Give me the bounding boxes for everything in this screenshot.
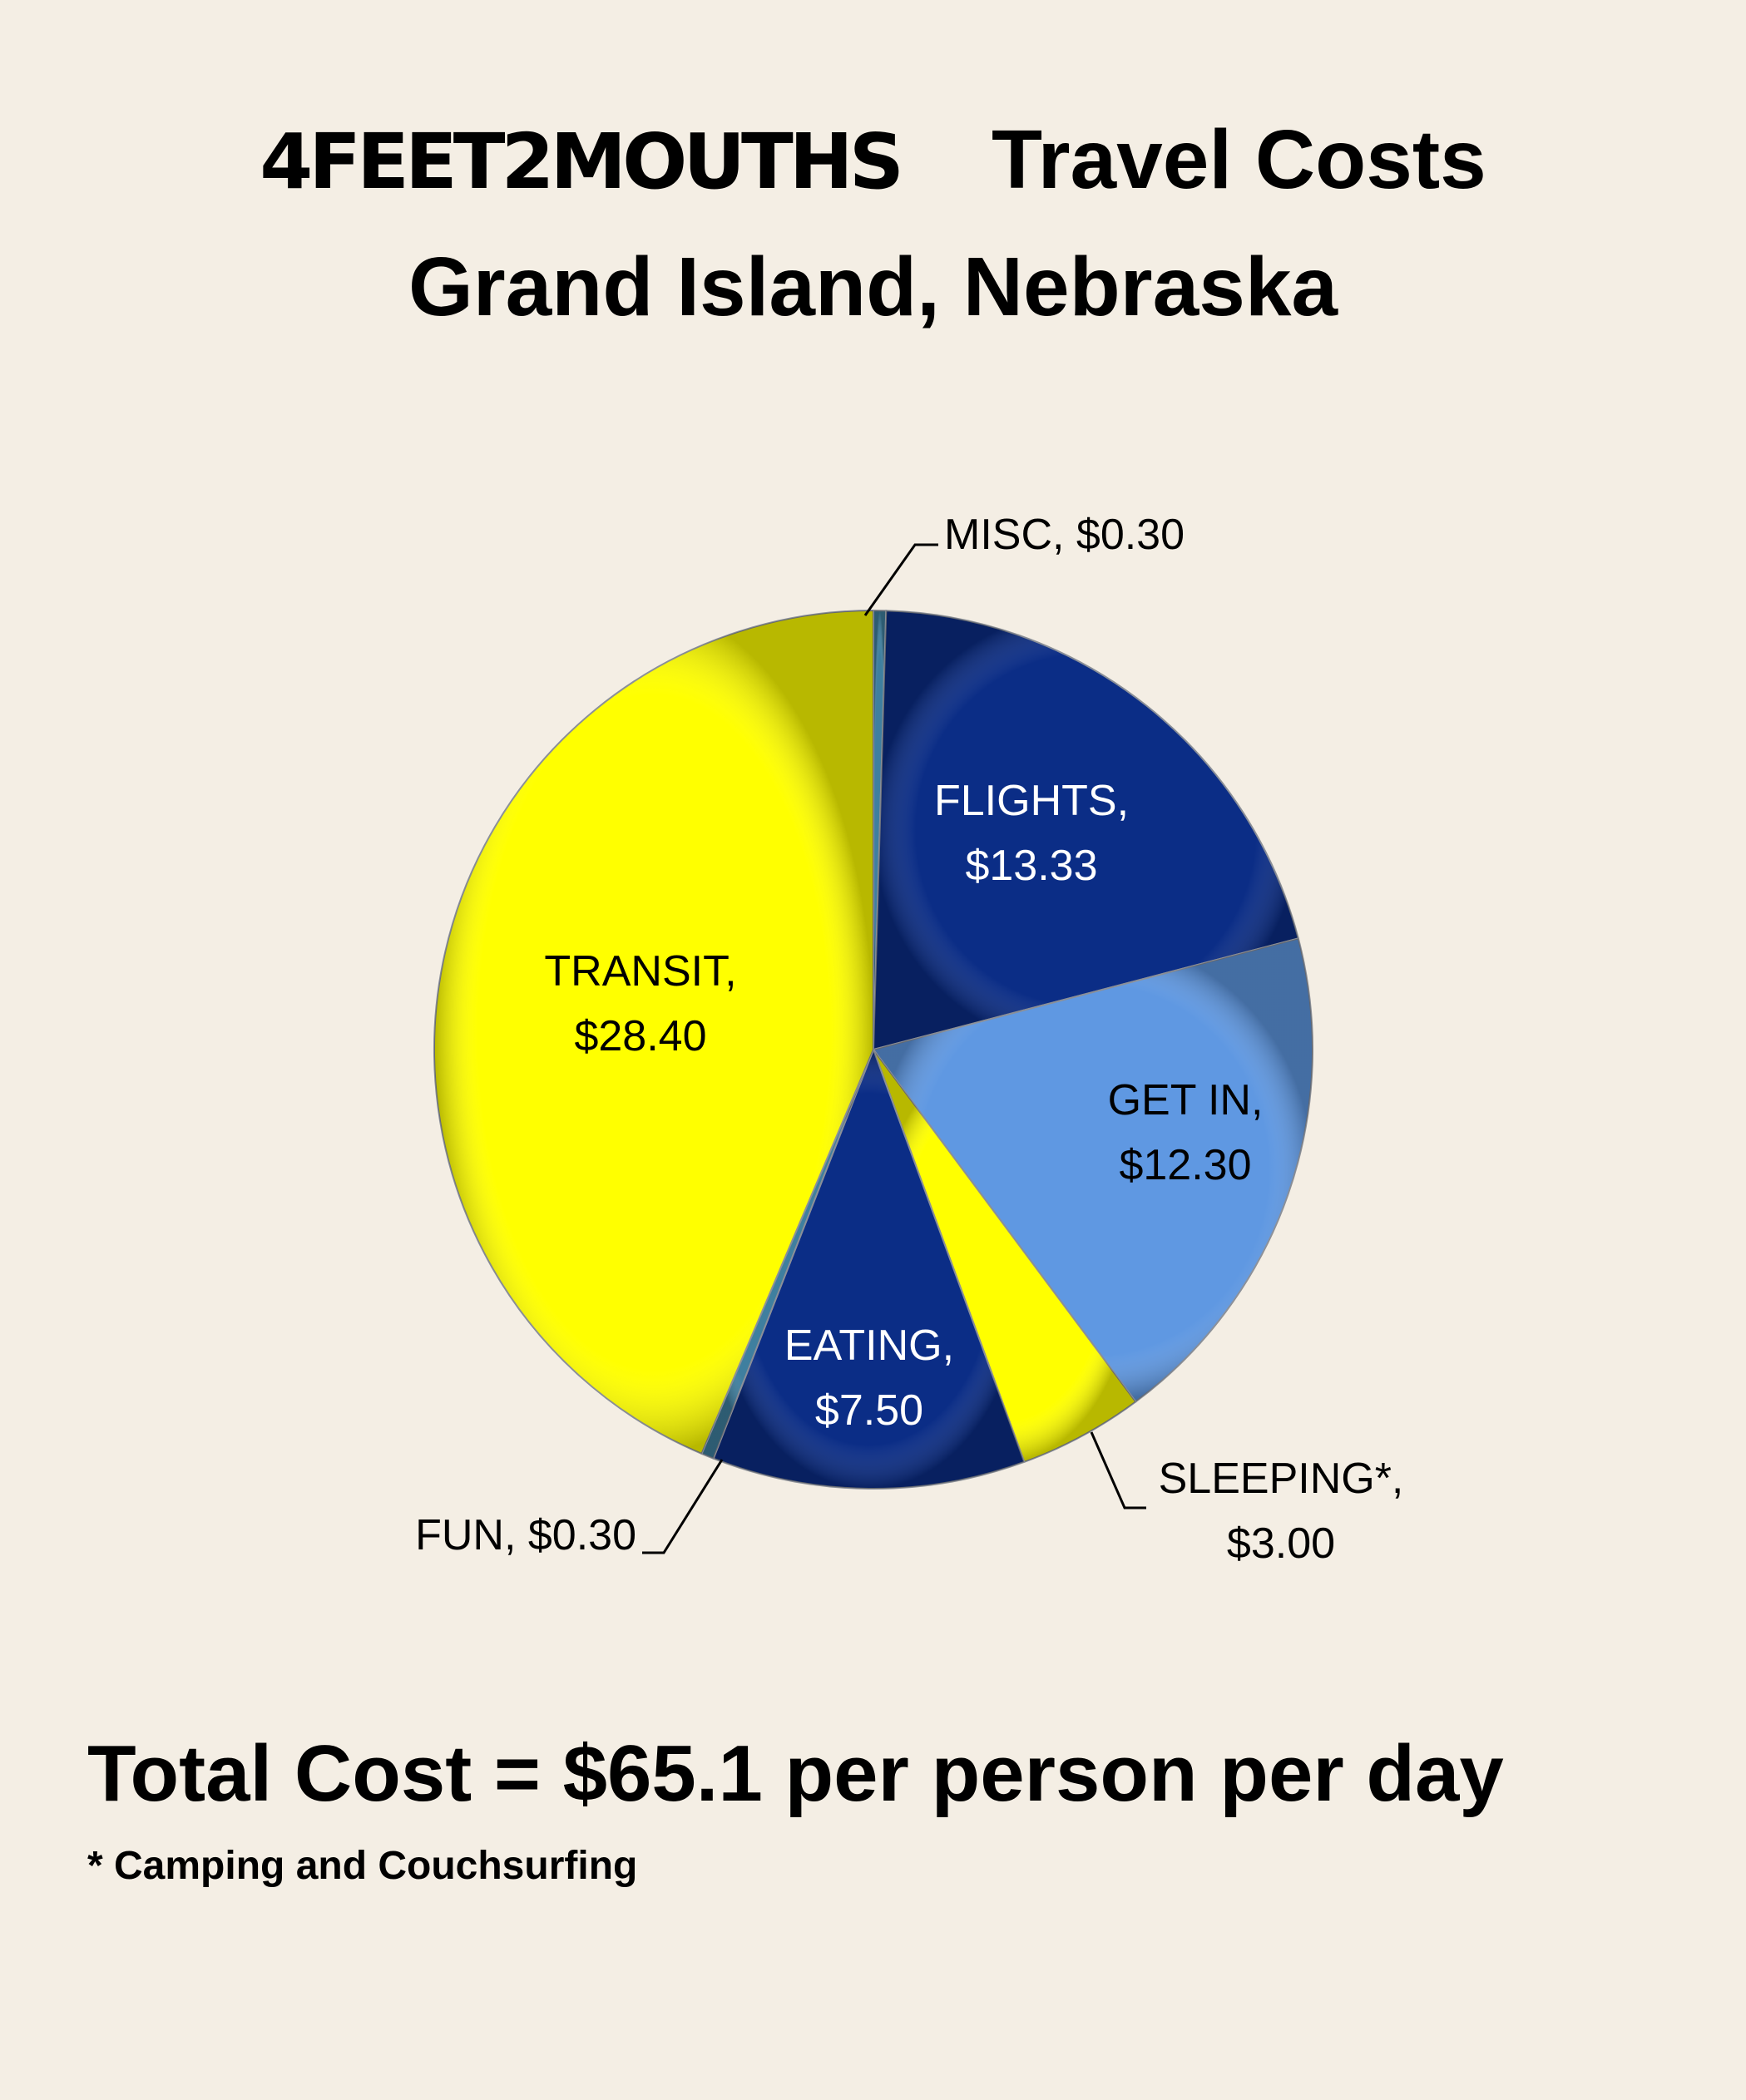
- slice-label-line: EATING,: [784, 1322, 954, 1370]
- slice-label-misc: MISC, $0.30: [944, 511, 1185, 559]
- title-text: Travel Costs: [992, 113, 1486, 206]
- leader-line-misc: [863, 543, 938, 616]
- pie-slice-shading-get-in: [873, 938, 1313, 1402]
- pie-slice-shading-eating: [713, 1050, 1025, 1490]
- brand-name: 4FEET2MOUTHS: [260, 117, 904, 206]
- total-cost: Total Cost = $65.1 per person per day: [87, 1729, 1504, 1818]
- slice-label-line: GET IN,: [1108, 1076, 1264, 1124]
- footnote: * Camping and Couchsurfing: [87, 1844, 638, 1888]
- slice-label-transit: TRANSIT, $28.40: [544, 947, 736, 1060]
- slice-label-fun: FUN, $0.30: [415, 1511, 636, 1559]
- pie-slices: [433, 609, 1313, 1490]
- chart-subtitle: Grand Island, Nebraska: [408, 240, 1338, 334]
- slice-label-line: $3.00: [1227, 1519, 1335, 1568]
- slice-label-line: TRANSIT,: [544, 947, 736, 996]
- slice-label-line: $12.30: [1119, 1141, 1251, 1189]
- pie-slice-shading-transit: [433, 610, 873, 1454]
- slice-label-eating: EATING, $7.50: [784, 1322, 954, 1435]
- leader-line-fun: [642, 1459, 724, 1554]
- slice-label-line: $7.50: [815, 1386, 923, 1435]
- pie-slice-shading-sleeping: [873, 1050, 1136, 1462]
- pie-slice-shading-flights: [873, 610, 1298, 1050]
- slice-label-line: SLEEPING*,: [1159, 1455, 1404, 1503]
- slice-label-line: FLIGHTS,: [934, 777, 1129, 825]
- slice-label-line: $13.33: [965, 842, 1097, 890]
- slice-label-flights: FLIGHTS, $13.33: [934, 777, 1129, 890]
- chart-title: 4FEET2MOUTHS Travel Costs: [0, 118, 1746, 201]
- slice-label-sleeping: SLEEPING*, $3.00: [1159, 1455, 1404, 1568]
- slice-label-line: FUN, $0.30: [415, 1511, 636, 1559]
- leader-line-sleeping: [1090, 1431, 1146, 1510]
- slice-label-line: $28.40: [574, 1012, 706, 1060]
- slice-label-get-in: GET IN, $12.30: [1108, 1076, 1264, 1189]
- slice-labels: MISC, $0.30 FLIGHTS, $13.33 GET IN, $12.30 SL…: [415, 511, 1403, 1568]
- pie-chart: MISC, $0.30 FLIGHTS, $13.33 GET IN, $12.30 SL…: [415, 511, 1403, 1568]
- slice-label-line: MISC, $0.30: [944, 511, 1185, 559]
- leader-lines: [642, 543, 1146, 1554]
